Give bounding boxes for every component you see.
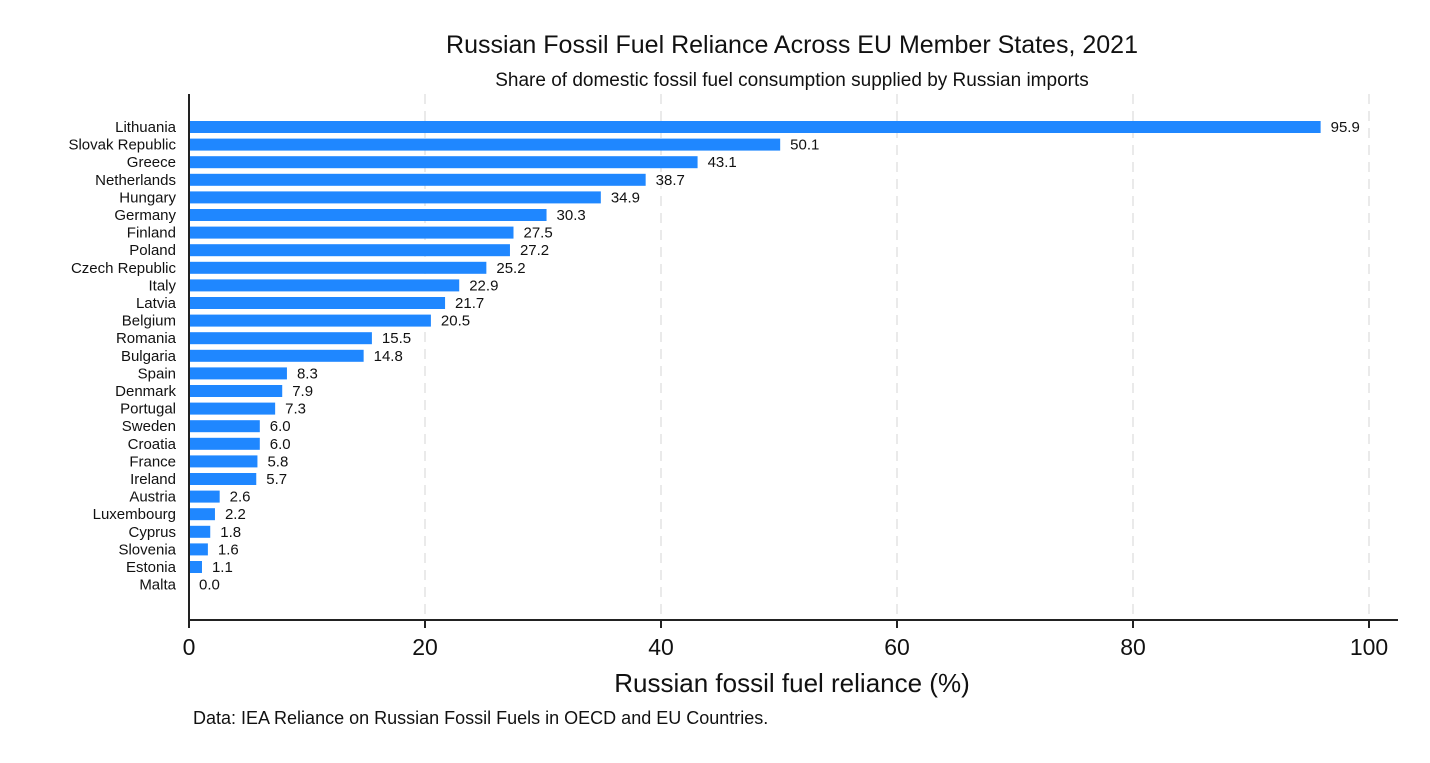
x-tick-label: 40 [648,634,674,660]
bar-lithuania [189,121,1321,133]
bar-croatia [189,437,260,450]
bar-poland [189,244,510,257]
value-label: 14.8 [374,348,403,365]
x-tick-label: 0 [183,634,196,660]
x-axis-label: Russian fossil fuel reliance (%) [614,668,969,698]
bar-finland [189,226,514,239]
bar-latvia [189,297,446,309]
category-label: Netherlands [95,172,176,189]
value-label: 1.6 [218,541,239,558]
category-label: Sweden [122,418,176,435]
category-label: France [129,453,176,470]
value-label: 25.2 [496,260,525,277]
value-label: 0.0 [199,577,220,594]
category-label: Estonia [126,559,177,576]
value-label: 6.0 [270,418,291,435]
bar-spain [189,367,287,380]
value-label: 8.3 [297,365,318,382]
bar-czech-republic [189,261,487,274]
x-tick-label: 100 [1350,634,1388,660]
bars [189,121,1321,573]
value-label: 27.2 [520,242,549,259]
axes [188,94,1398,628]
category-label: Hungary [119,189,176,206]
x-tick-label: 20 [412,634,438,660]
category-label: Finland [127,225,176,242]
value-label: 1.8 [220,524,241,541]
value-label: 6.0 [270,436,291,453]
value-label: 34.9 [611,189,640,206]
category-label: Bulgaria [121,348,177,365]
bar-ireland [189,473,257,485]
value-label: 21.7 [455,295,484,312]
category-label: Italy [148,277,176,294]
category-label: Portugal [120,401,176,418]
category-label: Lithuania [115,119,177,136]
bar-slovak-republic [189,138,781,151]
x-tick-label: 80 [1120,634,1146,660]
category-label: Denmark [115,383,176,400]
value-label: 50.1 [790,137,819,154]
value-label: 5.7 [266,471,287,488]
category-label: Germany [114,207,176,224]
bar-netherlands [189,173,646,186]
bar-romania [189,332,372,345]
category-label: Croatia [128,436,177,453]
bar-denmark [189,385,283,397]
bar-austria [189,490,220,503]
value-label: 20.5 [441,313,470,330]
category-label: Spain [138,365,176,382]
category-label: Cyprus [128,524,176,541]
value-label: 7.3 [285,401,306,418]
value-label: 5.8 [267,453,288,470]
bar-hungary [189,191,601,204]
bar-slovenia [189,543,208,556]
bar-cyprus [189,525,211,538]
x-tick-label: 60 [884,634,910,660]
category-label: Poland [129,242,176,259]
x-tick-labels: 0 20 40 60 80 100 [183,634,1389,660]
category-label: Luxembourg [93,506,176,523]
category-label: Romania [116,330,177,347]
bar-bulgaria [189,349,364,362]
category-label: Czech Republic [71,260,177,277]
category-label: Ireland [130,471,176,488]
bar-portugal [189,402,276,415]
source-note: Data: IEA Reliance on Russian Fossil Fue… [193,708,768,728]
chart-title: Russian Fossil Fuel Reliance Across EU M… [446,31,1138,59]
value-label: 27.5 [524,225,553,242]
value-label: 2.6 [230,489,251,506]
category-label: Slovak Republic [68,137,176,154]
category-label: Greece [127,154,176,171]
value-label: 22.9 [469,277,498,294]
value-label: 38.7 [656,172,685,189]
bar-belgium [189,314,431,327]
bar-estonia [189,561,202,573]
value-label: 7.9 [292,383,313,400]
category-label: Austria [129,489,176,506]
value-label: 43.1 [708,154,737,171]
value-label: 1.1 [212,559,233,576]
bar-greece [189,156,698,169]
category-label: Malta [139,577,176,594]
category-label: Slovenia [118,541,176,558]
category-label: Latvia [136,295,177,312]
bar-italy [189,279,460,292]
bar-sweden [189,420,260,433]
chart-subtitle: Share of domestic fossil fuel consumptio… [495,70,1089,91]
category-label: Belgium [122,313,176,330]
bar-france [189,455,258,468]
value-label: 95.9 [1331,119,1360,136]
value-label: 15.5 [382,330,411,347]
value-labels: 95.9 50.1 43.1 38.7 34.9 30.327.527.225.222.9… [199,119,1360,594]
value-label: 2.2 [225,506,246,523]
gridlines [424,94,1370,620]
bar-luxembourg [189,508,215,521]
bar-germany [189,209,547,221]
value-label: 30.3 [557,207,586,224]
